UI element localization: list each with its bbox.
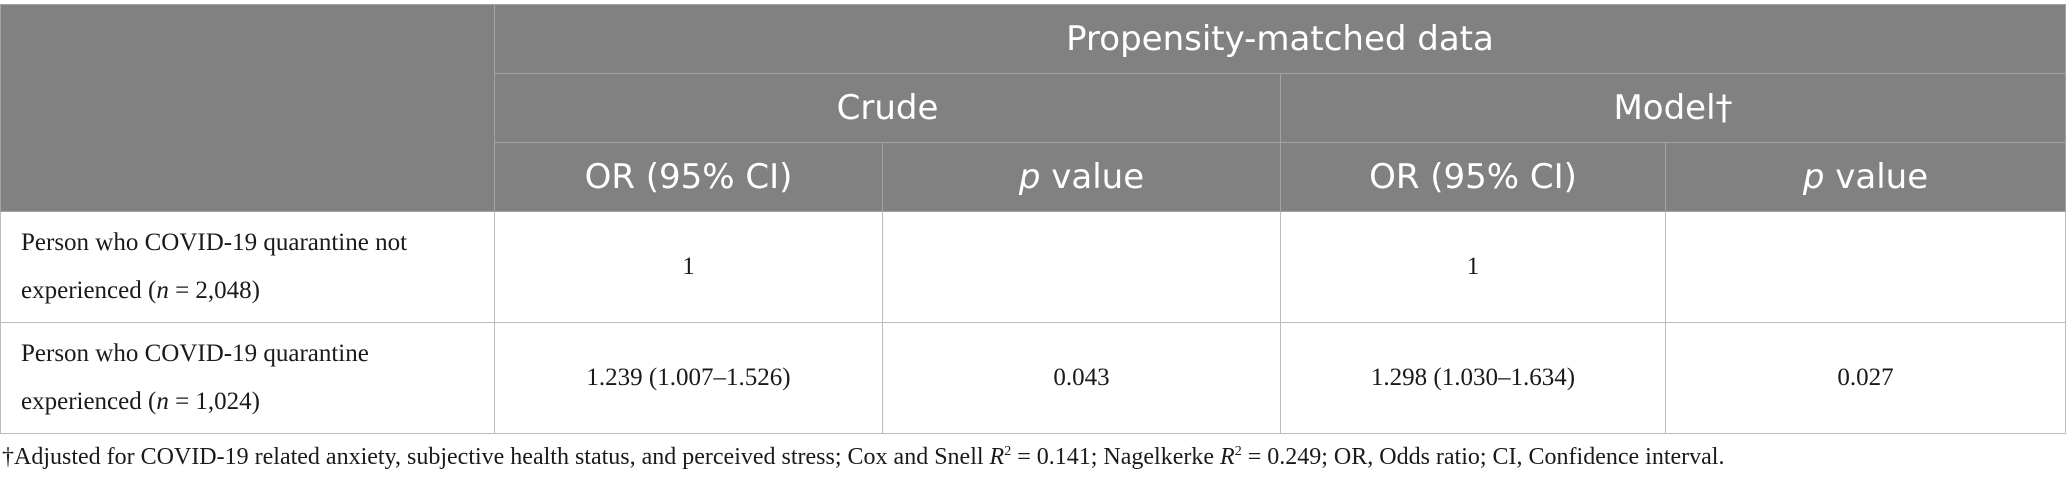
p-value-word: value xyxy=(1835,157,1929,197)
results-table-container: Propensity-matched data Crude Model† OR … xyxy=(0,4,2067,434)
header-model-or-ci: OR (95% CI) xyxy=(1280,142,1666,212)
footnote-part-2: = 0.141; Nagelkerke xyxy=(1011,444,1221,470)
crude-p-cell xyxy=(882,211,1281,323)
results-table: Propensity-matched data Crude Model† OR … xyxy=(0,4,2067,434)
n-value: = 2,048) xyxy=(168,277,261,304)
row-label-text: Person who COVID-19 quarantine experienc… xyxy=(21,340,369,415)
model-p-cell: 0.027 xyxy=(1664,322,2067,434)
crude-or-cell: 1.239 (1.007–1.526) xyxy=(494,322,883,434)
model-or-cell: 1 xyxy=(1280,211,1666,323)
row-label: Person who COVID-19 quarantine experienc… xyxy=(0,322,495,434)
header-empty-corner xyxy=(0,4,495,212)
table-row: Person who COVID-19 quarantine experienc… xyxy=(0,322,2067,434)
p-letter: p xyxy=(1802,157,1825,197)
p-letter: p xyxy=(1018,157,1041,197)
header-crude-or-ci: OR (95% CI) xyxy=(494,142,883,212)
crude-p-cell: 0.043 xyxy=(882,322,1281,434)
superscript-2: 2 xyxy=(1004,444,1012,459)
header-crude: Crude xyxy=(494,73,1281,143)
footnote-part-1: †Adjusted for COVID-19 related anxiety, … xyxy=(2,444,990,470)
model-or-cell: 1.298 (1.030–1.634) xyxy=(1280,322,1666,434)
header-propensity-matched: Propensity-matched data xyxy=(493,4,2067,74)
header-crude-p-value: p value xyxy=(882,142,1281,212)
header-row-columns: OR (95% CI) p value OR (95% CI) p value xyxy=(1,142,2067,212)
row-label-text: Person who COVID-19 quarantine not exper… xyxy=(21,229,408,304)
superscript-2: 2 xyxy=(1234,444,1242,459)
table-row: Person who COVID-19 quarantine not exper… xyxy=(0,211,2067,323)
r-letter: R xyxy=(989,444,1005,470)
n-letter: n xyxy=(156,277,169,304)
crude-or-cell: 1 xyxy=(494,211,883,323)
p-value-word: value xyxy=(1051,157,1145,197)
n-value: = 1,024) xyxy=(168,388,261,415)
row-label: Person who COVID-19 quarantine not exper… xyxy=(0,211,495,323)
header-model-p-value: p value xyxy=(1664,142,2067,212)
header-row-group: Propensity-matched data xyxy=(0,4,2067,212)
n-letter: n xyxy=(156,388,169,415)
header-model: Model† xyxy=(1279,73,2067,143)
table-footnote: †Adjusted for COVID-19 related anxiety, … xyxy=(2,444,1724,471)
r-letter: R xyxy=(1220,444,1235,470)
model-p-cell xyxy=(1664,211,2067,323)
header-row-models: Crude Model† xyxy=(1,73,2067,143)
footnote-part-3: = 0.249; OR, Odds ratio; CI, Confidence … xyxy=(1241,444,1725,470)
